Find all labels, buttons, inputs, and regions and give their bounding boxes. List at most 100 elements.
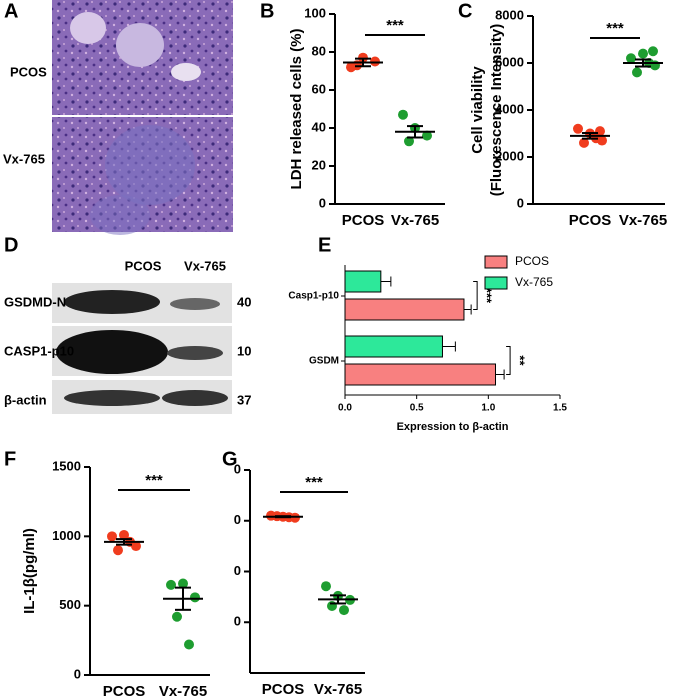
x-tick-label: Vx-765 [619, 212, 667, 229]
legend-label: PCOS [515, 254, 549, 268]
data-point [579, 137, 589, 148]
histology-images [52, 0, 233, 235]
data-point [107, 531, 117, 542]
row-label: PCOS [10, 64, 47, 79]
x-axis-label: Expression to β-actin [397, 421, 509, 433]
data-point [632, 67, 642, 78]
panel-label: G [222, 448, 238, 470]
data-point [398, 109, 408, 120]
data-point [648, 46, 658, 57]
significance: *** [386, 17, 404, 34]
band [170, 298, 220, 310]
x-tick-label: PCOS [342, 212, 385, 229]
band-size: 40 [237, 294, 251, 309]
column-label: Vx-765 [184, 258, 226, 273]
panel-label: B [260, 0, 274, 22]
y-axis-label: LDH released cells (%) [288, 29, 305, 190]
y-tick-label: 4000 [495, 101, 524, 116]
panel-label: C [458, 0, 472, 22]
panel-label: D [4, 234, 18, 256]
panel-label: A [4, 0, 18, 22]
significance: *** [606, 20, 624, 37]
x-tick-label: PCOS [103, 683, 146, 699]
x-tick-label: PCOS [262, 681, 305, 698]
follicle [90, 195, 150, 235]
band [56, 330, 168, 374]
y-tick-label: 80 [312, 43, 326, 58]
y-axis-label: IL-1β(pg/ml) [21, 528, 38, 614]
y-tick-label: 0 [234, 614, 241, 629]
y-tick-label: 60 [312, 81, 326, 96]
row-label: Vx-765 [3, 151, 45, 166]
y-tick-label: 40 [312, 119, 326, 134]
y-axis-label: (Fluorescence Intensity) [488, 24, 505, 197]
bar [344, 270, 382, 293]
significance: *** [480, 288, 495, 304]
x-tick-label: 1.0 [481, 403, 495, 414]
x-tick-label: 0.5 [410, 403, 424, 414]
data-point [321, 581, 331, 592]
significance: *** [145, 472, 163, 489]
x-tick-label: Vx-765 [314, 681, 362, 698]
significance: ** [513, 355, 528, 366]
row-label: CASP1-p10 [4, 343, 74, 358]
follicle [105, 125, 195, 205]
y-tick-label: 500 [59, 597, 81, 612]
y-tick-label: 100 [304, 5, 326, 20]
bar [344, 363, 496, 386]
y-tick-label: 20 [312, 157, 326, 172]
bar [344, 335, 443, 358]
data-point [595, 126, 605, 137]
legend-label: Vx-765 [515, 275, 553, 289]
band [167, 346, 223, 360]
x-tick-label: PCOS [569, 212, 612, 229]
y-tick-label: 1000 [52, 528, 81, 543]
data-point [573, 123, 583, 134]
panel-label: E [318, 234, 331, 256]
x-tick-label: 1.5 [553, 403, 567, 414]
significance-bracket [473, 281, 478, 310]
y-tick-label: GSDM [309, 356, 339, 367]
y-tick-label: Casp1-p10 [288, 291, 339, 302]
data-point [184, 639, 194, 650]
band-size: 37 [237, 392, 251, 407]
significance: *** [305, 474, 323, 491]
data-point [190, 592, 200, 603]
follicle [171, 63, 201, 81]
row-label: GSDMD-N [4, 294, 66, 309]
data-point [172, 611, 182, 622]
y-tick-label: 1500 [52, 458, 81, 473]
y-tick-label: 0 [74, 666, 81, 681]
bar [344, 298, 465, 321]
data-point [119, 529, 129, 540]
y-axis-label: Cell viability [469, 66, 486, 154]
band [162, 390, 228, 406]
band-size: 10 [237, 343, 251, 358]
legend-swatch [484, 255, 508, 269]
data-point [339, 605, 349, 616]
data-point [113, 545, 123, 556]
data-point [178, 578, 188, 589]
follicle [116, 23, 164, 67]
y-tick-label: 0 [234, 512, 241, 527]
row-label: β-actin [4, 392, 47, 407]
data-point [422, 130, 432, 141]
x-tick-label: Vx-765 [391, 212, 439, 229]
y-tick-label: 0 [234, 461, 241, 476]
western-blot [52, 283, 232, 414]
y-tick-label: 6000 [495, 54, 524, 69]
data-point [626, 53, 636, 64]
panel-label: F [4, 448, 16, 470]
y-tick-label: 0 [517, 195, 524, 210]
band [64, 290, 160, 314]
data-point [638, 48, 648, 59]
y-tick-label: 0 [319, 195, 326, 210]
y-tick-label: 8000 [495, 7, 524, 22]
y-tick-label: 0 [234, 563, 241, 578]
data-point [166, 579, 176, 590]
column-label: PCOS [125, 258, 162, 273]
significance-bracket [506, 346, 511, 375]
data-point [404, 136, 414, 147]
legend-swatch [484, 276, 508, 290]
